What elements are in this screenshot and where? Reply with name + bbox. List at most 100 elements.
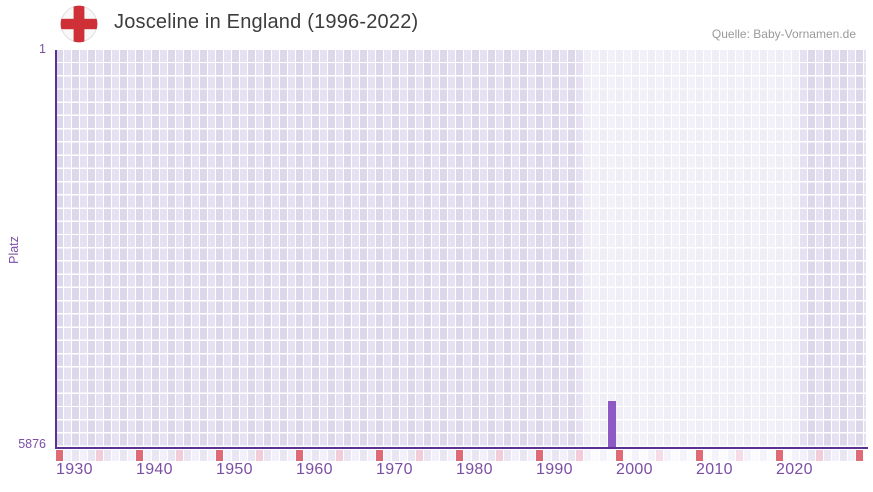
ruler-cell-1943 [160, 450, 167, 461]
ruler-cell-1950 [216, 450, 223, 461]
ruler-cell-1988 [520, 450, 527, 461]
ruler-cell-1935 [96, 450, 103, 461]
ruler-cell-1933 [80, 450, 87, 461]
x-tick-label-1990: 1990 [536, 461, 573, 478]
y-axis-line [55, 50, 57, 449]
ruler-cell-2011 [704, 450, 711, 461]
ruler-cell-1941 [144, 450, 151, 461]
y-axis-top-label: 1 [39, 42, 46, 56]
x-tick-label-1940: 1940 [136, 461, 173, 478]
rank-bar-1999[interactable] [608, 401, 616, 447]
ruler-cell-1940 [136, 450, 143, 461]
ruler-cell-1973 [400, 450, 407, 461]
ruler-cell-1970 [376, 450, 383, 461]
ruler-cell-1998 [600, 450, 607, 461]
england-flag-icon [60, 5, 98, 43]
ruler-cell-1976 [424, 450, 431, 461]
ruler-cell-1997 [592, 450, 599, 461]
ruler-cell-2015 [736, 450, 743, 461]
ruler-cell-1967 [352, 450, 359, 461]
ruler-cell-2017 [752, 450, 759, 461]
ruler-cell-1995 [576, 450, 583, 461]
ruler-cell-1934 [88, 450, 95, 461]
ruler-cell-1954 [248, 450, 255, 461]
x-tick-label-1950: 1950 [216, 461, 253, 478]
chart-title: Josceline in England (1996-2022) [114, 11, 419, 33]
ruler-cell-2012 [712, 450, 719, 461]
ruler-cell-2028 [840, 450, 847, 461]
ruler-cell-1949 [208, 450, 215, 461]
ruler-cell-2029 [848, 450, 855, 461]
ruler-cell-2013 [720, 450, 727, 461]
x-tick-label-1930: 1930 [56, 461, 93, 478]
ruler-cell-1930 [56, 450, 63, 461]
ruler-cell-1953 [240, 450, 247, 461]
ruler-cell-2024 [808, 450, 815, 461]
x-axis-line [55, 447, 868, 449]
ruler-cell-1964 [328, 450, 335, 461]
ruler-cell-1965 [336, 450, 343, 461]
ruler-cell-2003 [640, 450, 647, 461]
ruler-cell-2020 [776, 450, 783, 461]
plot-area [56, 50, 866, 447]
ruler-cell-1951 [224, 450, 231, 461]
x-tick-label-1980: 1980 [456, 461, 493, 478]
ruler-cell-1939 [128, 450, 135, 461]
ruler-cell-1938 [120, 450, 127, 461]
ruler-cell-2016 [744, 450, 751, 461]
ruler-cell-1959 [288, 450, 295, 461]
ruler-cell-2001 [624, 450, 631, 461]
ruler-cell-1957 [272, 450, 279, 461]
source-credit: Quelle: Baby-Vornamen.de [711, 27, 856, 41]
ruler-cell-1942 [152, 450, 159, 461]
ruler-cell-1992 [552, 450, 559, 461]
ruler-cell-1990 [536, 450, 543, 461]
ruler-cell-1977 [432, 450, 439, 461]
ruler-cell-1987 [512, 450, 519, 461]
ruler-cell-1932 [72, 450, 79, 461]
ruler-cell-2002 [632, 450, 639, 461]
ruler-cell-2021 [784, 450, 791, 461]
ruler-cell-2006 [664, 450, 671, 461]
ruler-cell-1994 [568, 450, 575, 461]
x-tick-label-2000: 2000 [616, 461, 653, 478]
ruler-cell-1981 [464, 450, 471, 461]
ruler-cell-2007 [672, 450, 679, 461]
ruler-cell-1982 [472, 450, 479, 461]
ruler-cell-2026 [824, 450, 831, 461]
ruler-cell-1956 [264, 450, 271, 461]
ruler-cell-2008 [680, 450, 687, 461]
ruler-cell-1961 [304, 450, 311, 461]
ruler-cell-2023 [800, 450, 807, 461]
y-axis-bottom-label: 5876 [18, 437, 46, 451]
ruler-cell-1958 [280, 450, 287, 461]
ruler-cell-1968 [360, 450, 367, 461]
ruler-cell-1980 [456, 450, 463, 461]
ruler-cell-2019 [768, 450, 775, 461]
ruler-cell-1985 [496, 450, 503, 461]
x-tick-label-2010: 2010 [696, 461, 733, 478]
ruler-cell-2027 [832, 450, 839, 461]
ruler-cell-1972 [392, 450, 399, 461]
ruler-cell-1999 [608, 450, 615, 461]
ruler-cell-1986 [504, 450, 511, 461]
ruler-cell-1996 [584, 450, 591, 461]
ruler-cell-1948 [200, 450, 207, 461]
ruler-cell-2000 [616, 450, 623, 461]
ruler-cell-1978 [440, 450, 447, 461]
ruler-cell-1947 [192, 450, 199, 461]
ruler-cell-1975 [416, 450, 423, 461]
ruler-cell-2004 [648, 450, 655, 461]
ruler-cell-1962 [312, 450, 319, 461]
ruler-cell-2030 [856, 450, 863, 461]
ruler-cell-1952 [232, 450, 239, 461]
ruler-cell-1989 [528, 450, 535, 461]
ruler-cell-1971 [384, 450, 391, 461]
ruler-cell-2010 [696, 450, 703, 461]
ruler-cell-1937 [112, 450, 119, 461]
ruler-cell-1979 [448, 450, 455, 461]
ruler-cell-1991 [544, 450, 551, 461]
ruler-cell-1936 [104, 450, 111, 461]
ruler-cell-2025 [816, 450, 823, 461]
